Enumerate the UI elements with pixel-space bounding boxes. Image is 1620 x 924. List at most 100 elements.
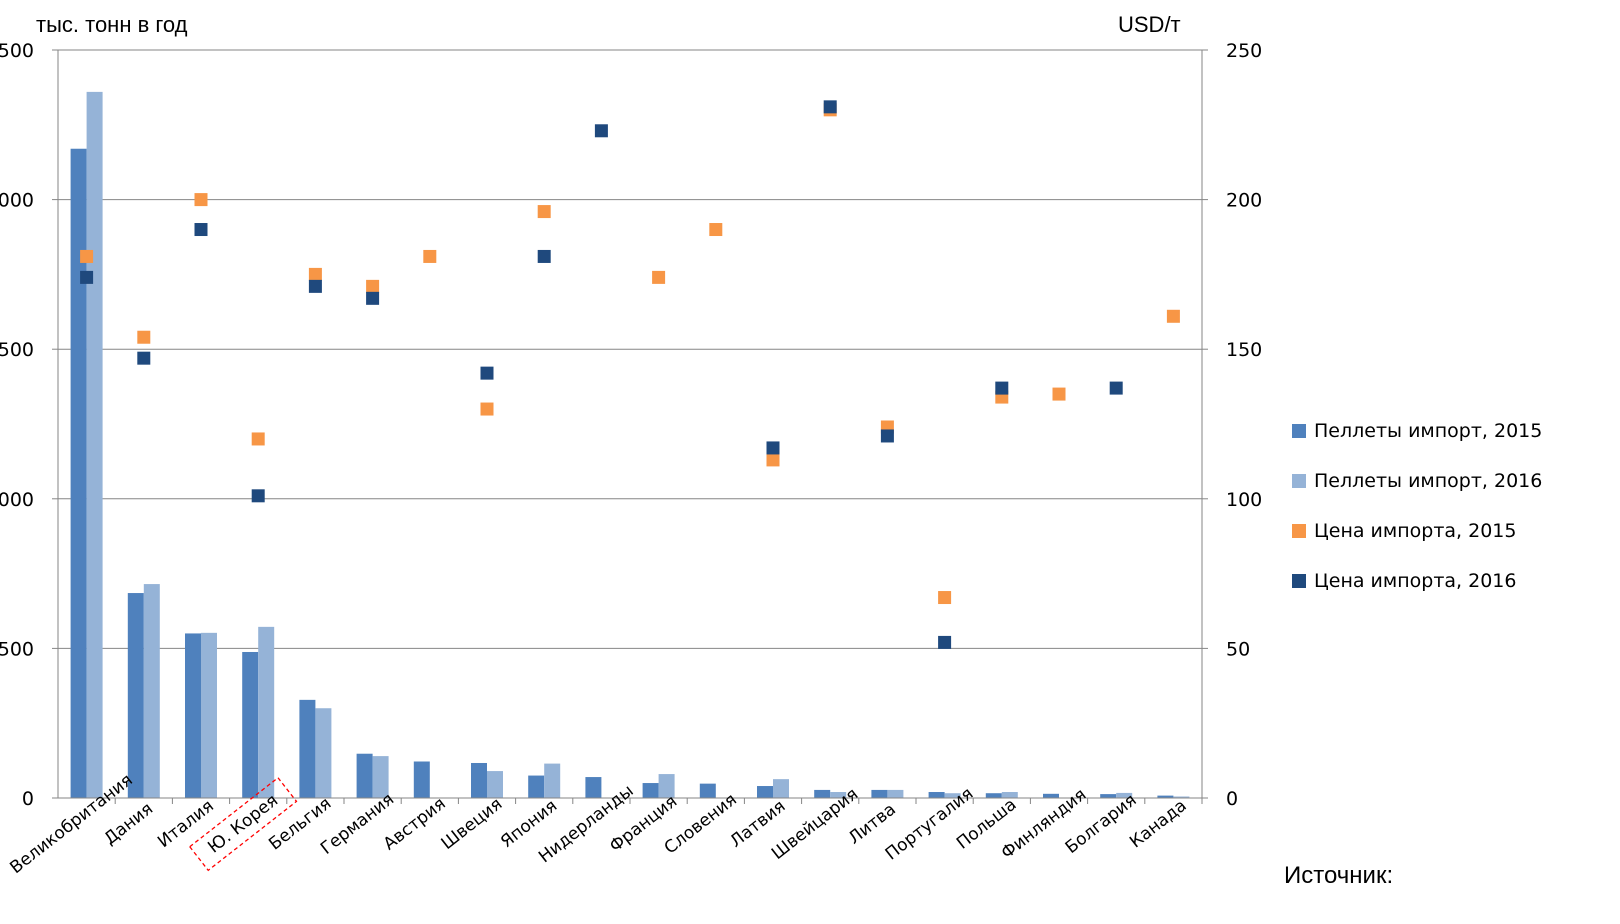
right-tick-label: 200 <box>1226 190 1262 212</box>
bar <box>487 771 503 798</box>
left-axis-unit-label: тыс. тонн в год <box>36 12 188 37</box>
bar <box>887 789 904 798</box>
price-marker <box>480 402 494 416</box>
price-marker <box>308 267 322 281</box>
price-marker <box>938 591 952 605</box>
right-tick-label: 250 <box>1226 40 1262 62</box>
bars <box>70 91 1190 799</box>
axes <box>52 49 1208 804</box>
legend-item-bar-2016: Пеллеты импорт, 2016 <box>1292 468 1542 494</box>
price-marker <box>1109 381 1123 395</box>
category-label: Германия <box>317 789 398 858</box>
price-marker <box>251 432 265 446</box>
bar <box>1043 793 1059 798</box>
bar <box>642 783 659 798</box>
price-marker <box>1052 387 1066 401</box>
price-marker <box>366 279 380 293</box>
price-marker <box>80 270 94 284</box>
price-marker <box>1166 309 1180 323</box>
legend-item-bar-2015: Пеллеты импорт, 2015 <box>1292 418 1542 444</box>
legend: Пеллеты импорт, 2015 Пеллеты импорт, 201… <box>1292 418 1542 618</box>
right-tick-label: 50 <box>1226 638 1250 660</box>
bar <box>471 762 487 798</box>
bar <box>299 699 316 798</box>
right-axis-unit-label: USD/т <box>1118 12 1181 37</box>
bar <box>258 626 275 798</box>
legend-label: Пеллеты импорт, 2015 <box>1314 420 1543 442</box>
bar <box>356 753 373 798</box>
bar <box>70 148 87 799</box>
price-marker <box>537 205 551 219</box>
bar <box>544 763 561 798</box>
price-marker <box>938 635 952 649</box>
bar <box>185 633 201 798</box>
price-marker <box>995 381 1009 395</box>
bar <box>830 792 847 798</box>
price-marker <box>823 100 837 114</box>
bar <box>1001 792 1018 798</box>
left-tick-label: 0 <box>22 788 34 810</box>
left-tick-label: 2500 <box>0 40 34 62</box>
price-marker <box>137 351 151 365</box>
bar <box>1116 792 1133 798</box>
bar <box>814 789 831 798</box>
price-markers <box>80 100 1180 649</box>
bar <box>201 632 217 798</box>
price-marker <box>194 223 208 237</box>
price-marker <box>423 249 437 263</box>
legend-swatch-price-2016 <box>1292 574 1306 588</box>
price-marker <box>766 453 780 467</box>
price-marker <box>537 249 551 263</box>
bar <box>143 584 160 798</box>
price-marker <box>766 441 780 455</box>
bar <box>1100 794 1117 798</box>
bar <box>413 761 430 798</box>
bar <box>773 779 789 798</box>
price-marker <box>251 489 265 503</box>
legend-item-price-2016: Цена импорта, 2016 <box>1292 568 1542 594</box>
legend-label: Пеллеты импорт, 2016 <box>1314 470 1543 492</box>
legend-label: Цена импорта, 2015 <box>1314 520 1517 542</box>
bar <box>944 793 961 798</box>
bar <box>315 708 332 798</box>
price-marker <box>480 366 494 380</box>
price-marker <box>880 429 894 443</box>
bar <box>242 651 259 798</box>
bar <box>528 775 545 798</box>
left-tick-label: 1000 <box>0 489 34 511</box>
legend-item-price-2015: Цена импорта, 2015 <box>1292 518 1542 544</box>
price-marker <box>594 124 608 138</box>
price-marker <box>137 330 151 344</box>
source-label: Источник: <box>1284 862 1394 889</box>
bar <box>1157 795 1174 798</box>
price-marker <box>308 279 322 293</box>
bar <box>585 777 602 798</box>
category-label: Швеция <box>438 794 507 854</box>
legend-swatch-bar-2015 <box>1292 424 1306 438</box>
bar <box>1173 796 1190 798</box>
category-label: Ю. Корея <box>204 791 282 858</box>
bar <box>86 91 103 798</box>
gridlines <box>58 49 1202 649</box>
price-marker <box>80 249 94 263</box>
right-tick-label: 0 <box>1226 788 1238 810</box>
price-marker <box>194 193 208 207</box>
bar <box>928 792 945 798</box>
bar <box>127 593 144 798</box>
right-tick-label: 150 <box>1226 339 1262 361</box>
left-tick-label: 500 <box>0 638 34 660</box>
legend-swatch-price-2015 <box>1292 524 1306 538</box>
price-marker <box>652 270 666 284</box>
bar <box>757 786 773 798</box>
legend-label: Цена импорта, 2016 <box>1314 570 1517 592</box>
price-marker <box>366 291 380 305</box>
bar <box>699 783 716 798</box>
price-marker <box>709 223 723 237</box>
legend-swatch-bar-2016 <box>1292 474 1306 488</box>
bar <box>985 793 1002 798</box>
left-tick-label: 2000 <box>0 190 34 212</box>
bar <box>658 774 675 798</box>
right-tick-label: 100 <box>1226 489 1262 511</box>
